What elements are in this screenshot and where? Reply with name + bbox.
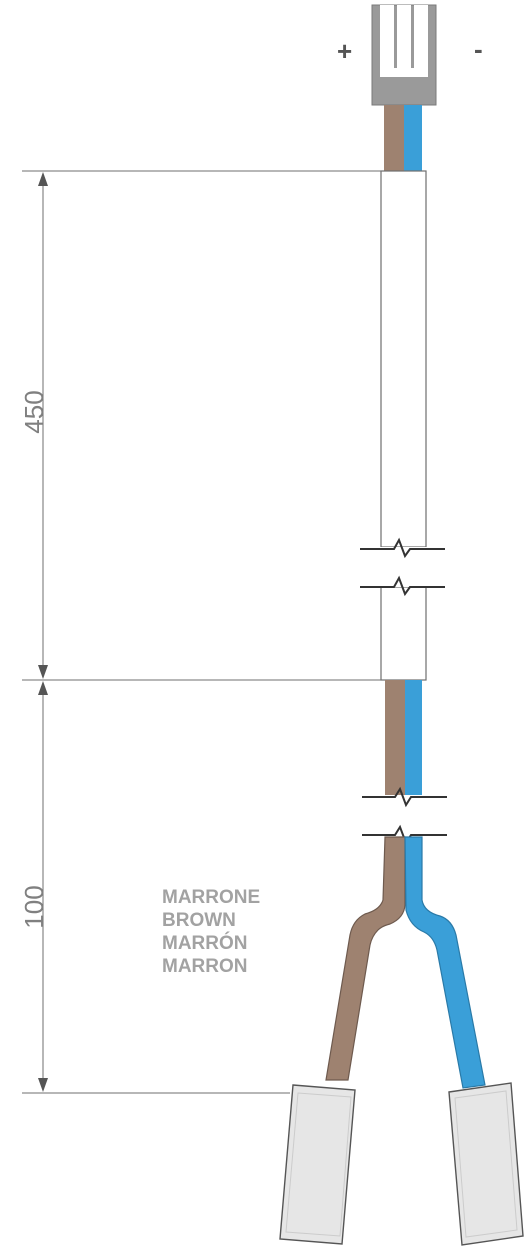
label-line-en: BROWN	[162, 910, 236, 931]
dimension-100-label: 100	[19, 885, 49, 928]
dimension-450-label: 450	[19, 390, 49, 433]
cable-sheath	[378, 170, 430, 681]
plug-connector	[371, 4, 437, 106]
sheath-break-marks	[360, 537, 445, 597]
brown-wire-lead	[325, 836, 406, 1081]
brown-wire-mid	[385, 680, 405, 795]
positive-sign: +	[337, 36, 352, 66]
blue-wire-lead	[404, 836, 486, 1089]
dimension-100	[38, 681, 48, 1092]
brown-wire-top	[384, 105, 404, 171]
blue-wire-mid	[405, 680, 422, 795]
terminal-right	[448, 1082, 524, 1246]
label-line-es: MARRÓN	[162, 932, 248, 954]
dimension-450	[38, 172, 48, 679]
terminal-left	[279, 1084, 356, 1245]
dimension-guides	[22, 170, 381, 1094]
wire-break-marks	[362, 786, 447, 846]
label-line-it: MARRONE	[162, 887, 260, 908]
negative-sign: -	[474, 34, 483, 64]
brown-wire-label: MARRONE BROWN MARRÓN MARRON	[162, 887, 260, 977]
blue-wire-top	[404, 105, 422, 171]
label-line-fr: MARRON	[162, 956, 248, 977]
